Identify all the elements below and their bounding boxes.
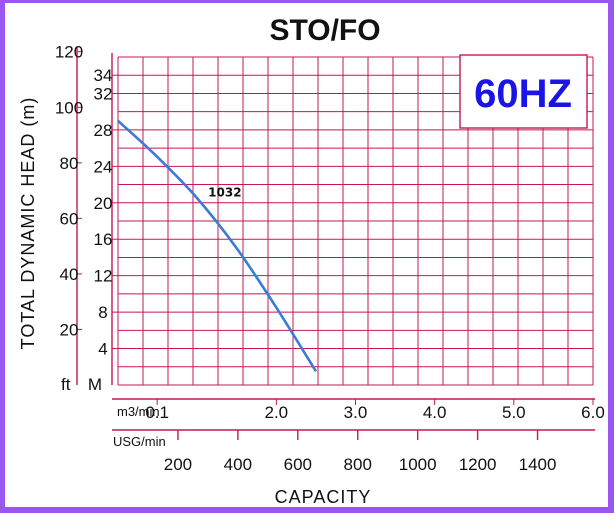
- pump-curve-chart: STO/FO 60HZ TOTAL DYNAMIC HEAD (m) 120 10…: [18, 14, 605, 507]
- x-usg-tick-label: 800: [344, 455, 372, 474]
- x-usg-tick-label: 600: [284, 455, 312, 474]
- chart-title: STO/FO: [269, 14, 380, 47]
- x-m3-tick-label: 4.0: [423, 403, 447, 422]
- y-m-tick-label: 20: [94, 194, 113, 213]
- y-m-unit: M: [88, 375, 102, 394]
- x-m3-unit: m3/min: [117, 404, 160, 419]
- x-usg-tick-label: 1000: [399, 455, 437, 474]
- y-m-tick-label: 4: [98, 340, 107, 359]
- y-ft-tick-label: 120: [55, 43, 83, 62]
- pump-curve-line: [117, 119, 318, 373]
- y-axis-title: TOTAL DYNAMIC HEAD (m): [18, 97, 38, 350]
- x-m3-tick-label: 2.0: [265, 403, 289, 422]
- frequency-badge: [459, 54, 588, 129]
- y-ft-unit: ft: [61, 375, 71, 394]
- y-m-tick-label: 8: [98, 303, 107, 322]
- y-ft-tick-label: 40: [60, 265, 79, 284]
- y-ft-tick-labels: 120 100 80 60 40 20: [55, 43, 83, 340]
- y-m-tick-label: 24: [94, 157, 113, 176]
- y-m-tick-label: 16: [94, 230, 113, 249]
- x-axes: 0.1 2.0 3.0 4.0 5.0 6.0 200 400 600 800 1000 1200 14…: [112, 398, 605, 474]
- x-usg-tick-label: 200: [164, 455, 192, 474]
- x-m3-tick-label: 0.1: [145, 403, 169, 422]
- y-m-tick-label: 34: [94, 66, 113, 85]
- y-ft-tick-label: 100: [55, 98, 83, 117]
- y-m-tick-label: 32: [94, 84, 113, 103]
- pump-curve-label: 1032: [208, 185, 241, 199]
- x-m3-tick-label: 3.0: [344, 403, 368, 422]
- x-usg-tick-label: 1200: [459, 455, 497, 474]
- y-m-tick-label: 28: [94, 121, 113, 140]
- curve-layer: 1032: [117, 119, 318, 373]
- y-ft-tick-label: 80: [60, 154, 79, 173]
- x-m3-tick-label: 5.0: [502, 403, 526, 422]
- x-usg-unit: USG/min: [113, 434, 166, 449]
- y-ft-tick-label: 60: [60, 209, 79, 228]
- x-m3-tick-label: 6.0: [581, 403, 605, 422]
- x-usg-tick-label: 400: [224, 455, 252, 474]
- x-usg-tick-label: 1400: [519, 455, 557, 474]
- y-ft-tick-label: 20: [60, 320, 79, 339]
- frequency-badge-label: 60HZ: [474, 72, 572, 116]
- x-axis-title: CAPACITY: [275, 487, 372, 507]
- y-m-tick-label: 12: [94, 267, 113, 286]
